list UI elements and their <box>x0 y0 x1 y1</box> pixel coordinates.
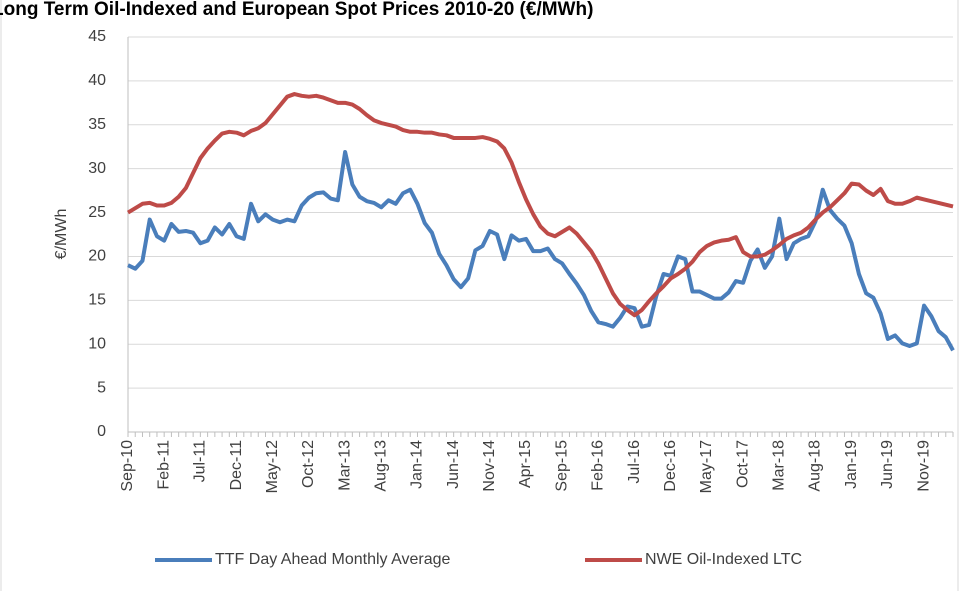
x-tick-label: Nov-14 <box>481 440 498 492</box>
x-tick-label: Dec-11 <box>228 440 245 490</box>
y-tick-label: 45 <box>88 28 106 45</box>
x-tick-label: May-17 <box>698 440 715 493</box>
y-axis-label: €/MWh <box>53 209 70 260</box>
x-tick-label: Sep-15 <box>553 440 570 492</box>
x-tick-label: Oct-12 <box>300 440 317 488</box>
y-tick-label: 25 <box>88 204 106 221</box>
x-tick-label: Jul-11 <box>192 440 209 482</box>
y-tick-label: 35 <box>88 116 106 133</box>
x-tick-label: Dec-16 <box>662 440 679 492</box>
x-tick-label: Feb-16 <box>590 440 607 491</box>
y-tick-label: 15 <box>88 292 106 309</box>
y-tick-label: 5 <box>97 379 106 396</box>
x-tick-label: Nov-19 <box>915 440 932 492</box>
x-tick-label: Aug-18 <box>807 440 824 492</box>
x-tick-label: Jun-14 <box>445 440 462 489</box>
chart-title: Long Term Oil-Indexed and European Spot … <box>0 0 593 20</box>
x-tick-label: May-12 <box>264 440 281 493</box>
line-series <box>126 92 954 318</box>
x-tick-label: Feb-11 <box>155 440 172 490</box>
x-tick-label: Oct-17 <box>734 440 751 488</box>
x-tick-label: Apr-15 <box>517 440 534 488</box>
x-tick-label: Mar-13 <box>336 440 353 491</box>
x-tick-label: Jan-14 <box>409 440 426 489</box>
legend-label: NWE Oil-Indexed LTC <box>645 551 802 568</box>
x-tick-label: Jan-19 <box>843 440 860 489</box>
x-tick-label: Sep-10 <box>119 440 136 492</box>
y-tick-label: 20 <box>88 248 106 265</box>
y-tick-label: 0 <box>97 423 106 440</box>
y-tick-label: 30 <box>88 160 106 177</box>
x-tick-label: Aug-13 <box>373 440 390 492</box>
x-tick-label: Jul-16 <box>626 440 643 484</box>
x-tick-label: Jun-19 <box>879 440 896 489</box>
legend-label: TTF Day Ahead Monthly Average <box>215 551 450 568</box>
y-tick-label: 10 <box>88 335 106 352</box>
x-tick-label: Mar-18 <box>771 440 788 491</box>
y-tick-label: 40 <box>88 72 106 89</box>
